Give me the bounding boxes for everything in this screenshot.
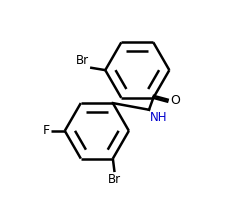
Text: F: F	[43, 124, 50, 137]
Text: Br: Br	[108, 173, 121, 186]
Text: O: O	[170, 94, 180, 107]
Text: Br: Br	[76, 54, 89, 67]
Text: NH: NH	[150, 111, 167, 124]
